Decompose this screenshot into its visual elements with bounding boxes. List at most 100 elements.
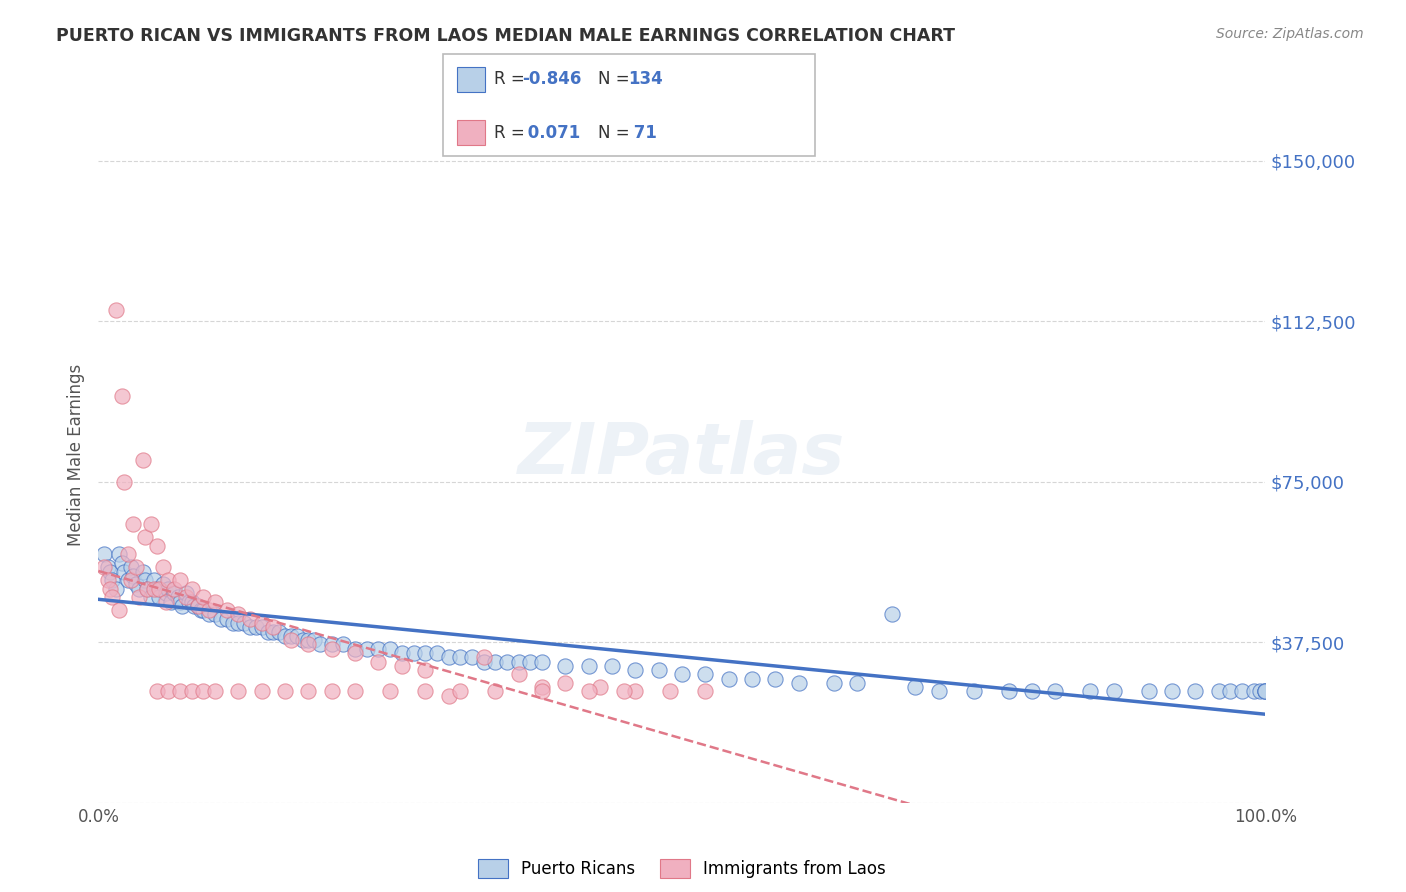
Point <box>122 569 145 583</box>
Point <box>391 646 413 660</box>
Point <box>174 586 197 600</box>
Point <box>880 607 903 622</box>
Point <box>763 672 786 686</box>
Point <box>136 582 159 596</box>
Point <box>239 612 262 626</box>
Point <box>146 582 169 596</box>
Text: -0.846: -0.846 <box>522 70 581 88</box>
Point <box>461 650 484 665</box>
Text: R =: R = <box>494 124 530 142</box>
Point <box>1137 684 1160 698</box>
Point <box>193 591 215 605</box>
Point <box>291 633 314 648</box>
Point <box>578 684 600 698</box>
Point <box>589 680 612 694</box>
Point <box>174 591 197 605</box>
Y-axis label: Median Male Earnings: Median Male Earnings <box>66 364 84 546</box>
Point <box>143 573 166 587</box>
Point <box>1230 684 1253 698</box>
Point <box>155 586 177 600</box>
Point <box>128 582 150 596</box>
Point <box>344 646 367 660</box>
Point <box>221 615 243 630</box>
Point <box>180 594 202 608</box>
Point <box>1184 684 1206 698</box>
Point <box>997 684 1019 698</box>
Point <box>304 633 326 648</box>
Point <box>187 599 209 613</box>
Point <box>108 548 131 562</box>
Point <box>530 680 553 694</box>
Point <box>344 641 367 656</box>
Text: R =: R = <box>494 70 530 88</box>
Point <box>152 577 174 591</box>
Point <box>125 560 148 574</box>
Point <box>228 615 250 630</box>
Point <box>132 565 155 579</box>
Point <box>159 594 181 608</box>
Point <box>190 603 212 617</box>
Point <box>928 684 950 698</box>
Point <box>297 684 319 698</box>
Point <box>101 573 124 587</box>
Point <box>204 684 226 698</box>
Text: ZIPatlas: ZIPatlas <box>519 420 845 490</box>
Point <box>1254 684 1277 698</box>
Point <box>122 517 145 532</box>
Point <box>187 599 209 613</box>
Point <box>413 646 436 660</box>
Point <box>508 655 530 669</box>
Point <box>148 582 170 596</box>
Point <box>472 655 495 669</box>
Point <box>554 676 576 690</box>
Point <box>104 582 127 596</box>
Point <box>695 667 717 681</box>
Point <box>180 582 202 596</box>
Point <box>1021 684 1043 698</box>
Point <box>204 594 226 608</box>
Point <box>285 629 308 643</box>
Point <box>139 517 162 532</box>
Point <box>472 650 495 665</box>
Point <box>163 586 186 600</box>
Point <box>108 603 131 617</box>
Point <box>209 612 232 626</box>
Point <box>155 594 177 608</box>
Point <box>624 663 647 677</box>
Point <box>1254 684 1277 698</box>
Legend: Puerto Ricans, Immigrants from Laos: Puerto Ricans, Immigrants from Laos <box>471 853 893 885</box>
Point <box>823 676 845 690</box>
Point <box>624 684 647 698</box>
Point <box>93 548 115 562</box>
Point <box>1080 684 1102 698</box>
Point <box>1102 684 1125 698</box>
Point <box>413 663 436 677</box>
Point <box>845 676 868 690</box>
Point <box>134 530 156 544</box>
Point <box>1254 684 1277 698</box>
Point <box>659 684 682 698</box>
Point <box>321 684 343 698</box>
Point <box>183 599 205 613</box>
Point <box>309 637 332 651</box>
Point <box>98 565 121 579</box>
Point <box>169 573 191 587</box>
Point <box>962 684 984 698</box>
Point <box>228 607 250 622</box>
Point <box>391 658 413 673</box>
Point <box>356 641 378 656</box>
Point <box>1045 684 1067 698</box>
Point <box>367 655 389 669</box>
Point <box>519 655 541 669</box>
Point <box>321 637 343 651</box>
Point <box>117 573 139 587</box>
Point <box>332 637 354 651</box>
Point <box>239 620 262 634</box>
Point <box>112 565 135 579</box>
Point <box>198 603 221 617</box>
Point <box>378 641 402 656</box>
Point <box>215 612 238 626</box>
Point <box>321 641 343 656</box>
Point <box>215 603 238 617</box>
Point <box>93 560 115 574</box>
